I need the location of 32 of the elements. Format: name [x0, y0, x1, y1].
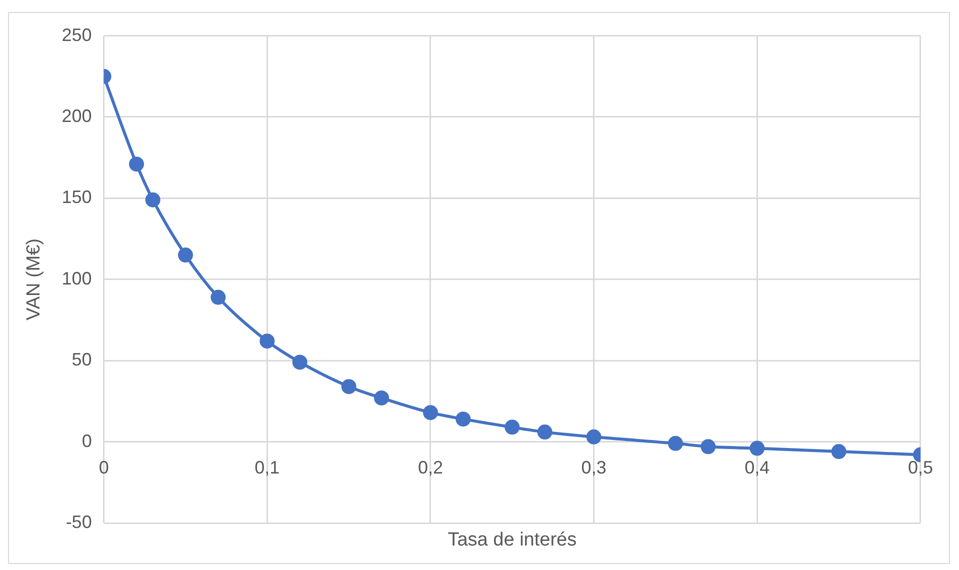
point: [831, 444, 846, 460]
x-tick-label: 0,1: [254, 458, 280, 478]
point: [145, 192, 160, 208]
x-tick-label: 0: [98, 458, 109, 478]
y-tick-label: 100: [62, 268, 92, 288]
point: [537, 424, 552, 440]
y-tick-label: 200: [62, 106, 92, 126]
y-tick-label: -50: [66, 512, 92, 532]
x-tick-label: 0,4: [744, 458, 770, 478]
x-tick-label: 0,3: [581, 458, 606, 478]
point: [210, 290, 226, 305]
x-tick-label: 0,5: [908, 458, 934, 478]
point: [292, 354, 308, 370]
point: [422, 405, 438, 420]
x-axis-title: Tasa de interés: [448, 530, 577, 551]
point: [668, 436, 683, 451]
y-axis-title: VAN (M€): [24, 238, 45, 320]
point: [750, 440, 765, 456]
point: [456, 412, 471, 427]
point: [341, 379, 356, 394]
y-tick-label: 250: [62, 24, 92, 45]
point: [504, 420, 520, 435]
point: [586, 429, 602, 444]
y-tick-label: 150: [62, 187, 92, 208]
point: [260, 334, 275, 349]
x-tick-label: 0,2: [418, 458, 444, 478]
point: [374, 390, 389, 406]
point: [129, 156, 144, 172]
y-tick-label: 50: [72, 350, 92, 370]
point: [178, 248, 193, 263]
y-tick-label: 0: [82, 430, 92, 451]
point: [700, 439, 716, 454]
